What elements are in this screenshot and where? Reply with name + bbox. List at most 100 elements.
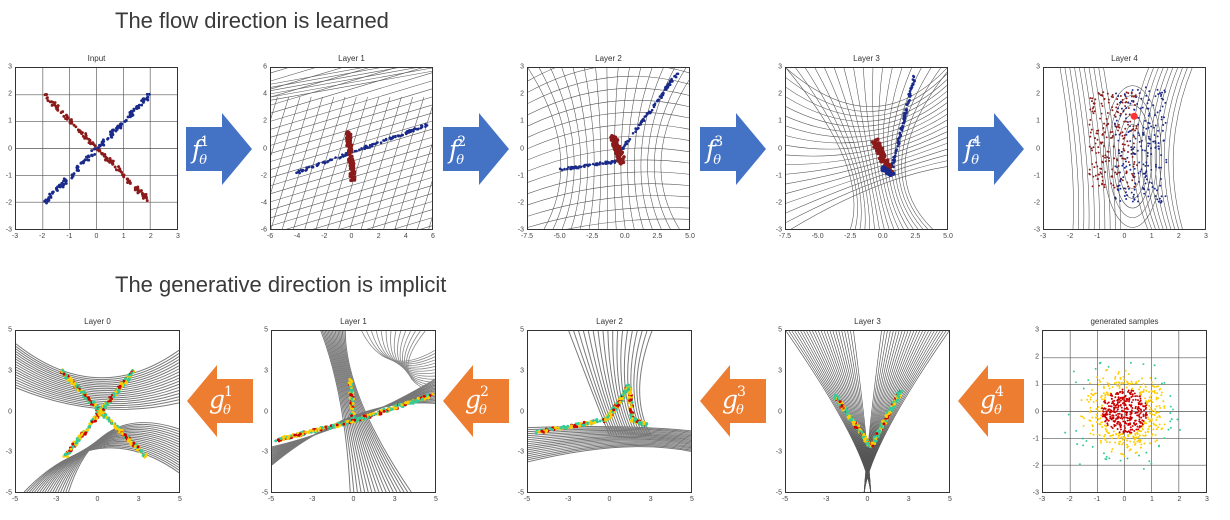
sample-point [1103,435,1106,438]
class-b-point [130,111,134,115]
class-b-point [637,126,640,130]
sample-point [1136,440,1139,443]
class-a-point [875,137,880,142]
sample-point [1101,407,1104,410]
class-a-point [1132,165,1135,168]
sample-point [1116,399,1119,402]
class-a-point [881,153,885,157]
sample-point [1118,434,1121,437]
class-a-point [108,156,112,160]
class-a-point [1096,138,1099,141]
density-point [86,428,90,432]
x-tick-label: 0 [95,496,100,503]
warped-grid-line [1163,68,1183,229]
sample-point [1109,417,1112,420]
sample-point [1169,426,1172,429]
class-b-point [142,99,146,102]
y-tick-label: 3 [264,367,268,375]
f-theta-4-arrow: f4θ [958,113,1024,185]
warped-grid-line [606,68,608,229]
density-point [74,384,78,388]
class-b-point [1154,95,1157,98]
warped-grid-line [561,68,582,229]
warped-grid-line [572,68,588,229]
class-a-point [1126,181,1129,184]
density-point [117,388,121,392]
class-b-point [93,152,97,156]
class-b-point [379,141,383,144]
sample-point [1149,442,1151,445]
density-point [95,416,99,420]
sample-point [1130,389,1133,392]
sample-point [1163,405,1166,408]
sample-point [1092,400,1095,403]
class-b-point [648,111,652,115]
sample-point [1122,441,1125,444]
sample-point [1098,379,1101,382]
density-point [76,388,80,392]
class-b-point [1122,162,1125,165]
class-b-point [321,161,325,164]
class-a-point [347,141,352,145]
class-b-point [1133,198,1136,201]
class-b-point [666,86,670,89]
class-b-point [106,137,109,141]
y-tick-label: 3 [520,367,524,375]
sample-point [1113,423,1116,426]
class-a-point [1088,168,1091,171]
warped-grid-line [843,68,880,229]
density-point [342,422,346,426]
class-a-point [349,173,354,177]
arrow-superscript: 3 [714,134,724,150]
left-arrow-icon [443,365,509,437]
class-b-point [1154,114,1156,117]
class-b-point [1163,116,1166,119]
density-point [881,419,885,423]
sample-point [1126,431,1129,433]
sample-point [1104,433,1107,436]
warped-grid-line [786,85,947,122]
x-tick-label: -3 [1039,233,1047,240]
class-a-point [1099,117,1102,120]
panel-title: Layer 0 [84,317,111,326]
arrow-subscript: θ [735,403,744,418]
arrow-superscript: 3 [737,384,746,400]
class-b-point [1132,147,1135,150]
x-tick-label: 6 [431,233,435,240]
arrow-subscript: θ [993,403,1002,418]
density-point [66,378,70,382]
class-a-point [1133,95,1135,98]
sample-point [1104,439,1107,442]
density-point [345,420,349,423]
class-b-point [1144,149,1147,152]
warped-grid-line [898,68,932,229]
warped-grid-line [862,68,890,229]
sample-point [1107,365,1110,368]
density-point [609,414,613,418]
sample-point [1115,414,1118,417]
sample-point [1139,425,1142,428]
class-a-point [126,177,130,181]
class-b-point [388,136,392,140]
x-tick-label: 5 [690,496,694,503]
density-point [609,412,613,416]
class-a-point [1091,185,1094,188]
y-tick-label: -1 [1033,172,1040,180]
class-b-point [1161,91,1164,94]
sample-point [1139,397,1142,400]
class-a-point [106,159,110,163]
sample-point [1142,390,1145,393]
density-point [136,445,140,449]
class-b-point [1140,139,1143,142]
class-a-point [1101,133,1104,136]
sample-point [1127,390,1130,393]
y-tick-label: 5 [8,326,12,334]
sample-point [1134,395,1137,398]
y-tick-label: -3 [517,226,524,234]
sample-point [1113,399,1116,402]
density-point [577,422,581,425]
grid-line [271,68,380,88]
density-point [350,414,354,418]
x-tick-label: 5.0 [685,233,695,240]
warped-grid-line [566,218,689,229]
